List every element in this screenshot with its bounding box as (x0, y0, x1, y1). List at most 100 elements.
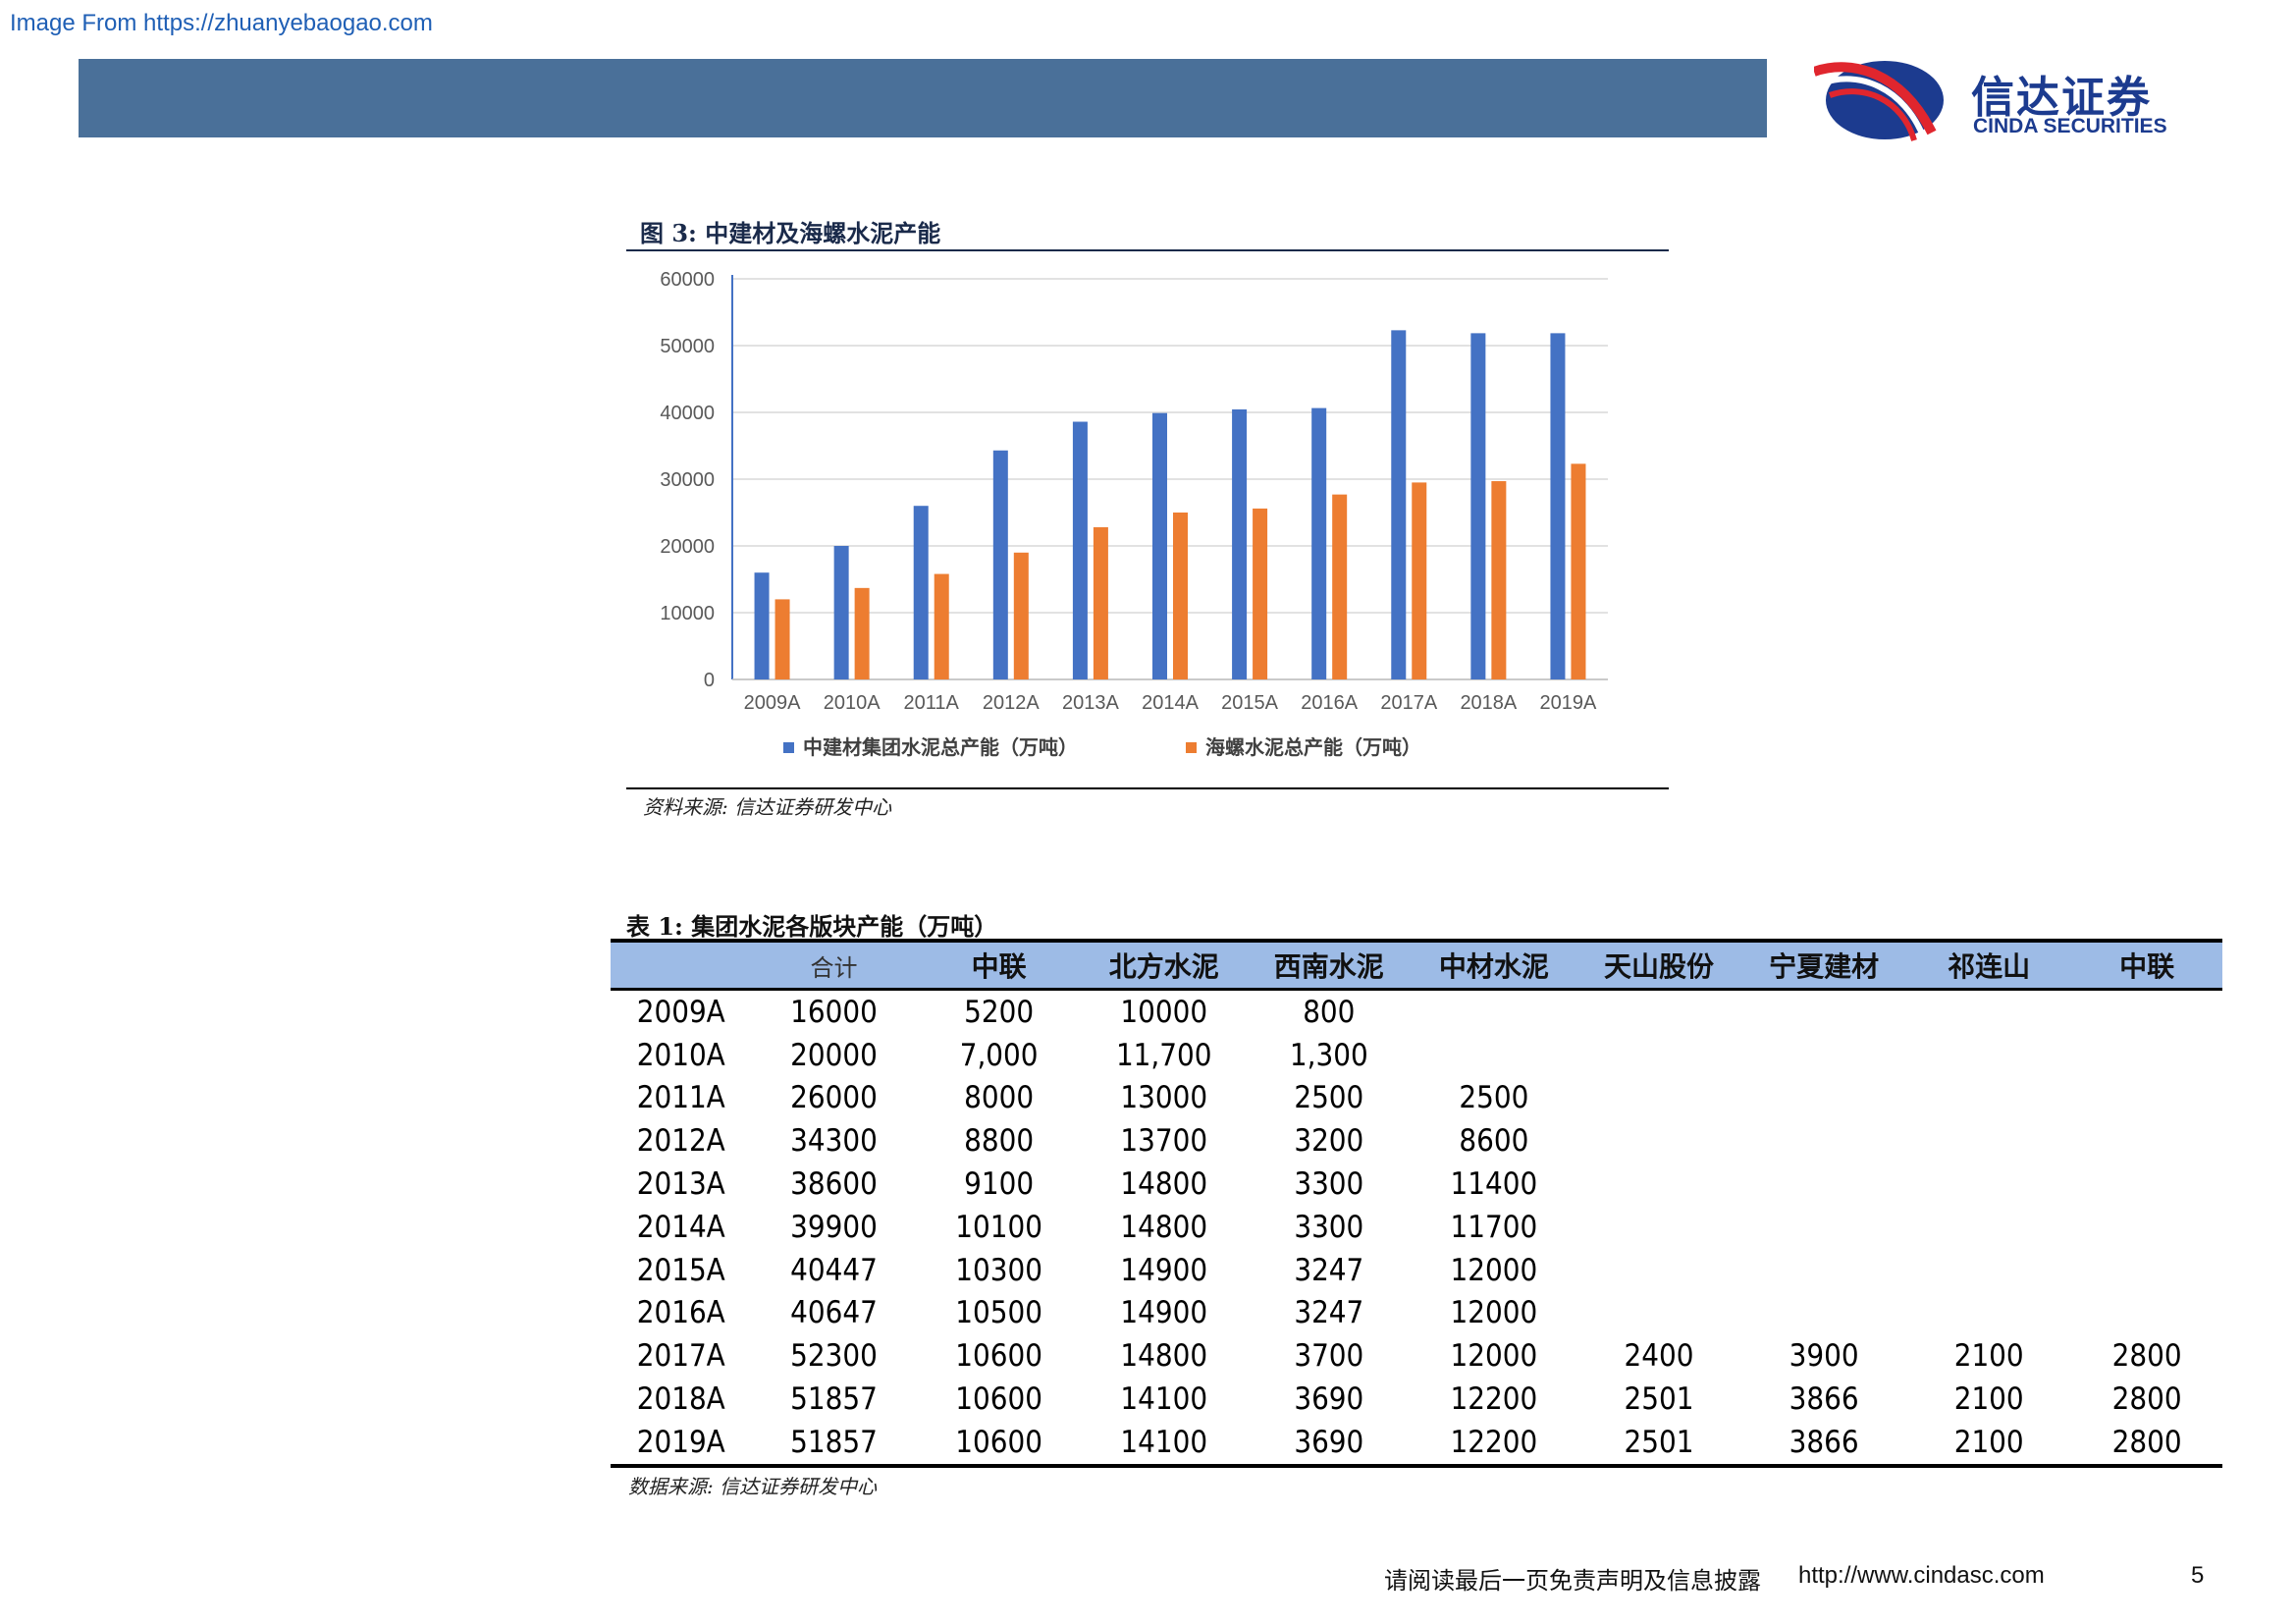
x-tick-label: 2018A (1460, 692, 1517, 714)
bar-cnbm (1391, 330, 1407, 679)
table-cell (1576, 1292, 1741, 1335)
bar-conch (854, 587, 870, 679)
x-tick-label: 2016A (1301, 692, 1358, 714)
table-cell (1906, 1163, 2071, 1206)
table-cell: 3247 (1294, 1295, 1364, 1331)
table-cell: 34300 (790, 1123, 878, 1160)
table-cell: 11400 (1450, 1166, 1538, 1203)
table-cell (1741, 990, 1906, 1034)
capacity-bar-chart: 0 10000 20000 30000 40000 50000 60000 2009A 201… (660, 269, 1608, 759)
legend-label-conch: 海螺水泥总产能（万吨） (1205, 735, 1421, 759)
bar-cnbm (1311, 407, 1327, 679)
bar-cnbm (754, 572, 770, 679)
table-row: 2013A 38600 9100 14800 3300 11400 (611, 1163, 2222, 1206)
table-cell: 3300 (1294, 1209, 1364, 1245)
table-cell: 2501 (1575, 1420, 1742, 1468)
table-cell: 14800 (1120, 1338, 1208, 1375)
table-cell (1576, 990, 1741, 1034)
table-cell-year: 2018A (636, 1381, 725, 1418)
table-cell: 2500 (1459, 1080, 1529, 1116)
x-tick-label: 2015A (1221, 692, 1278, 714)
table-row: 2019A 51857 10600 14100 3690 12200 2501 3866 210… (611, 1420, 2222, 1468)
page-number: 5 (2191, 1562, 2205, 1589)
table-cell: 14100 (1081, 1420, 1247, 1468)
table-cell: 3300 (1294, 1166, 1364, 1203)
y-tick-label: 10000 (660, 603, 715, 624)
table-row: 2017A 52300 10600 14800 3700 12000 2400 3900 210… (611, 1334, 2222, 1378)
legend-label-cnbm: 中建材集团水泥总产能（万吨） (803, 735, 1078, 759)
table-cell (2071, 1119, 2222, 1163)
capacity-table: 合计 中联 北方水泥 西南水泥 中材水泥 天山股份 宁夏建材 祁连山 中联 20… (611, 939, 2222, 1468)
table-cell: 2501 (1624, 1381, 1694, 1418)
table-cell: 3690 (1294, 1381, 1364, 1418)
table-cell (2071, 1206, 2222, 1249)
table-header-zhongcai: 中材水泥 (1411, 939, 1576, 991)
table-cell: 3690 (1246, 1420, 1412, 1468)
table-cell: 10500 (955, 1295, 1042, 1331)
y-tick-label: 30000 (660, 469, 715, 491)
x-tick-label: 2013A (1062, 692, 1119, 714)
table-cell (1741, 1034, 1906, 1077)
table-title: 表 1: 集团水泥各版块产能（万吨） (626, 912, 998, 941)
table-row: 2012A 34300 8800 13700 3200 8600 (611, 1119, 2222, 1163)
table-cell (1412, 1034, 1576, 1077)
bar-conch (1013, 552, 1029, 679)
x-tick-label: 2010A (824, 692, 881, 714)
table-cell: 800 (1303, 994, 1356, 1030)
chart-bars (754, 330, 1586, 679)
table-cell (1741, 1163, 1906, 1206)
table-cell-year: 2010A (636, 1037, 725, 1073)
watermark-text: Image From https://zhuanyebaogao.com (10, 10, 433, 36)
footer-url-link[interactable]: http://www.cindasc.com (1798, 1562, 2045, 1589)
figure-title: 图 3: 中建材及海螺水泥产能 (640, 219, 941, 247)
table-cell: 12000 (1450, 1338, 1538, 1375)
bar-conch (774, 599, 790, 679)
table-cell (1906, 1077, 2071, 1120)
table-cell: 1,300 (1289, 1037, 1368, 1073)
table-cell (1741, 1119, 1906, 1163)
legend-swatch-cnbm (783, 742, 794, 753)
table-cell: 8000 (964, 1080, 1035, 1116)
table-cell (1906, 1249, 2071, 1292)
bar-conch (1173, 513, 1188, 679)
table-cell: 51857 (790, 1381, 878, 1418)
figure-top-rule (626, 249, 1669, 251)
table-cell: 10000 (1120, 994, 1208, 1030)
table-cell: 8600 (1459, 1123, 1529, 1160)
table-cell (1576, 1206, 1741, 1249)
table-row: 2018A 51857 10600 14100 3690 12200 2501 3866 210… (611, 1378, 2222, 1421)
table-cell (1906, 1119, 2071, 1163)
x-tick-label: 2012A (983, 692, 1040, 714)
table-cell: 7,000 (959, 1037, 1039, 1073)
table-row: 2016A 40647 10500 14900 3247 12000 (611, 1292, 2222, 1335)
bar-conch (934, 573, 949, 679)
legend-swatch-conch (1186, 742, 1197, 753)
table-header-xinan: 西南水泥 (1246, 939, 1412, 991)
table-cell: 10600 (955, 1338, 1042, 1375)
table-row: 2014A 39900 10100 14800 3300 11700 (611, 1206, 2222, 1249)
table-cell: 2800 (2111, 1338, 2182, 1375)
table-cell: 14900 (1120, 1295, 1208, 1331)
table-cell: 3247 (1294, 1252, 1364, 1288)
table-cell (2071, 1077, 2222, 1120)
y-tick-label: 0 (704, 670, 715, 691)
table-cell (2071, 990, 2222, 1034)
bar-conch (1332, 494, 1348, 679)
chart-y-ticks: 0 10000 20000 30000 40000 50000 60000 (660, 269, 715, 691)
table-cell: 40647 (790, 1295, 878, 1331)
table-cell: 2800 (2111, 1381, 2182, 1418)
table-cell: 26000 (790, 1080, 878, 1116)
x-tick-label: 2017A (1380, 692, 1437, 714)
table-cell: 12200 (1450, 1381, 1538, 1418)
table-cell (1741, 1249, 1906, 1292)
bar-conch (1253, 508, 1268, 679)
table-cell: 14800 (1120, 1209, 1208, 1245)
table-cell: 12000 (1450, 1252, 1538, 1288)
table-cell: 9100 (964, 1166, 1035, 1203)
table-cell-year: 2013A (636, 1166, 725, 1203)
chart-gridlines (731, 275, 1608, 680)
table-cell: 3200 (1294, 1123, 1364, 1160)
table-cell: 2500 (1294, 1080, 1364, 1116)
table-cell: 2100 (1953, 1338, 2024, 1375)
table-cell-year: 2017A (636, 1338, 725, 1375)
